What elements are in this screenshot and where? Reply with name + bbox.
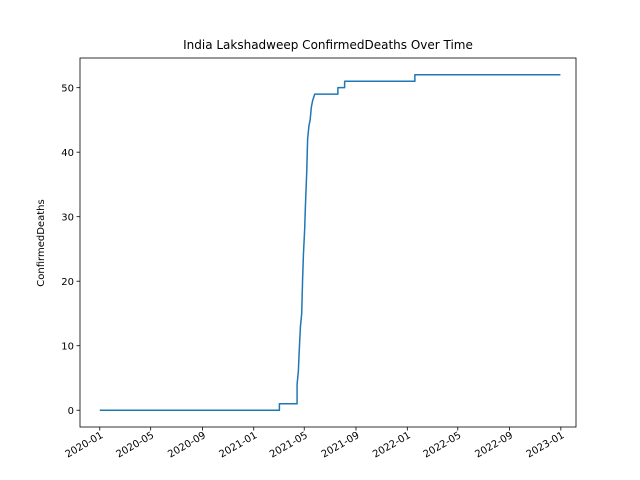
y-axis: 0 10 20 30 40 50 xyxy=(61,83,80,417)
plot-frame xyxy=(79,57,577,428)
y-tick-label: 0 xyxy=(68,406,74,417)
y-tick-label: 10 xyxy=(61,341,74,352)
series-line xyxy=(99,74,561,411)
y-tick-label: 30 xyxy=(61,212,74,223)
plot-area xyxy=(99,74,561,411)
y-tick-label: 20 xyxy=(61,277,74,288)
y-tick-label: 50 xyxy=(61,83,74,94)
y-axis-label: ConfirmedDeaths xyxy=(36,199,47,286)
y-tick-label: 40 xyxy=(61,148,74,159)
chart-title: India Lakshadweep ConfirmedDeaths Over T… xyxy=(183,38,473,52)
